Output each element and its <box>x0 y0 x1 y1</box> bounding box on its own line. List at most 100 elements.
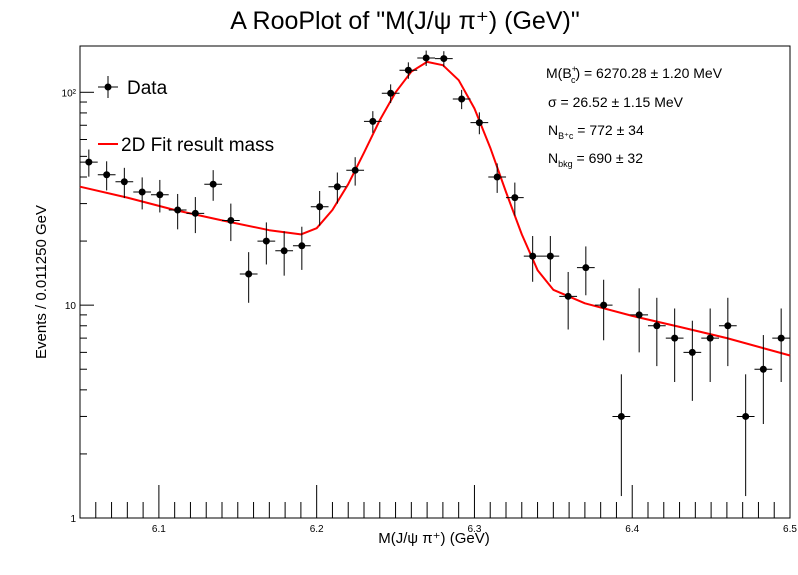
data-point-marker <box>120 178 128 186</box>
data-point-marker <box>511 194 519 202</box>
x-tick-label: 6.4 <box>625 524 639 535</box>
data-point <box>417 50 436 66</box>
axis-ticks: 6.1 6.2 6.3 6.4 6.5 1 10 10² <box>62 88 798 535</box>
data-point-marker <box>600 301 608 309</box>
data-point-marker <box>529 252 537 260</box>
data-point-marker <box>777 334 785 342</box>
data-point-marker <box>103 171 111 179</box>
data-point <box>701 308 720 383</box>
data-point <box>612 374 631 497</box>
data-point-marker <box>351 166 359 174</box>
data-point-marker <box>85 158 93 166</box>
data-point <box>221 203 240 242</box>
data-point <box>115 167 134 199</box>
data-point <box>594 279 613 341</box>
data-point <box>328 172 347 204</box>
data-point <box>452 89 471 110</box>
data-point-marker <box>493 173 501 181</box>
fit-curve-layer <box>79 60 791 357</box>
data-point-marker <box>138 188 146 196</box>
data-point <box>772 308 791 383</box>
data-point-marker <box>191 209 199 217</box>
legend-fit-label: 2D Fit result mass <box>121 135 274 156</box>
data-point <box>683 320 702 401</box>
data-point <box>523 236 542 282</box>
data-point-marker <box>316 203 324 211</box>
data-point <box>541 236 560 282</box>
data-point <box>310 190 329 226</box>
chart-title: A RooPlot of "M(J/ψ π⁺) (GeV)" <box>230 7 579 35</box>
data-point <box>576 246 595 296</box>
data-point-marker <box>174 206 182 214</box>
data-point-marker <box>440 55 448 63</box>
data-point <box>346 157 365 186</box>
data-point-marker <box>209 180 217 188</box>
x-tick-label: 6.5 <box>783 524 797 535</box>
data-point <box>505 182 524 216</box>
data-point-marker <box>688 348 696 356</box>
data-point <box>754 335 773 425</box>
data-point <box>736 374 755 497</box>
data-point-marker <box>458 95 466 103</box>
data-point <box>257 222 276 265</box>
data-point-marker <box>298 242 306 250</box>
y-axis-title: Events / 0.011250 GeV <box>33 205 50 359</box>
data-point-marker <box>653 322 661 330</box>
data-point <box>239 252 258 303</box>
data-point-marker <box>546 252 554 260</box>
data-point <box>665 308 684 383</box>
data-point <box>630 288 649 353</box>
data-point <box>97 161 116 191</box>
y-tick-label: 10² <box>62 88 77 99</box>
x-axis-title: M(J/ψ π⁺) (GeV) <box>378 530 489 547</box>
data-point-marker <box>280 247 288 255</box>
data-point <box>399 62 418 79</box>
data-point-marker <box>671 334 679 342</box>
data-point <box>381 84 400 104</box>
data-point-marker <box>404 66 412 74</box>
y-tick-label: 1 <box>70 514 76 525</box>
data-point-marker <box>369 117 377 125</box>
data-point-marker <box>387 89 395 97</box>
data-point <box>647 297 666 367</box>
data-point <box>363 111 382 133</box>
fit-results-box: M(B+ c) = 6270.28 ± 1.20 MeV σ = 26.52 ± … <box>546 64 723 169</box>
x-tick-label: 6.3 <box>467 524 481 535</box>
fit-result-sigma: σ = 26.52 ± 1.15 MeV <box>548 94 684 110</box>
data-point <box>718 297 737 367</box>
data-point <box>204 170 223 201</box>
fit-result-mass: M(B+ c) = 6270.28 ± 1.20 MeV <box>546 64 723 85</box>
data-point-marker <box>564 292 572 300</box>
legend-data-marker <box>104 83 112 91</box>
data-point <box>186 197 205 234</box>
fit-curve <box>79 60 791 357</box>
data-point-marker <box>475 119 483 127</box>
data-point <box>470 112 489 135</box>
data-point <box>488 163 507 193</box>
data-point-marker <box>617 412 625 420</box>
data-point-marker <box>333 183 341 191</box>
data-point <box>133 177 152 210</box>
fit-result-nsig: NB⁺c = 772 ± 34 <box>548 122 644 141</box>
data-point-marker <box>742 412 750 420</box>
data-point-marker <box>262 237 270 245</box>
data-point <box>275 231 294 276</box>
data-point <box>150 179 169 213</box>
data-point-marker <box>759 365 767 373</box>
fit-result-nbkg: Nbkg = 690 ± 32 <box>548 150 643 169</box>
data-point-marker <box>706 334 714 342</box>
data-point-marker <box>635 311 643 319</box>
data-point-marker <box>245 270 253 278</box>
plot-frame <box>79 45 791 519</box>
data-point-marker <box>582 264 590 272</box>
data-point <box>168 193 187 230</box>
data-point-marker <box>724 322 732 330</box>
data-point-marker <box>156 191 164 199</box>
legend: Data 2D Fit result mass <box>98 76 274 156</box>
x-tick-label: 6.2 <box>310 524 324 535</box>
data-points-layer <box>79 50 791 497</box>
data-point <box>79 149 98 177</box>
data-point <box>292 226 311 270</box>
data-point <box>434 51 453 67</box>
